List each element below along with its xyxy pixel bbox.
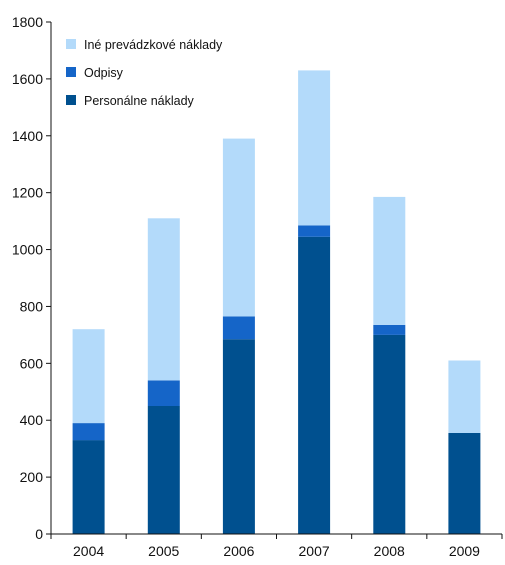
y-tick-label: 400 [20, 412, 44, 428]
bar-segment-2008-series-1 [373, 324, 406, 335]
y-tick-label: 1200 [12, 185, 43, 201]
y-tick-label: 1800 [12, 14, 43, 30]
legend-swatch [66, 95, 76, 105]
bar-segment-2006-series-1 [222, 316, 255, 340]
legend-label: Odpisy [84, 66, 124, 80]
bar-segment-2006-series-0 [222, 339, 255, 534]
x-tick-label: 2007 [299, 543, 330, 559]
x-tick-label: 2009 [449, 543, 480, 559]
bars-layer [72, 70, 481, 535]
bar-segment-2004-series-0 [72, 440, 105, 534]
y-tick-label: 1600 [12, 71, 43, 87]
bar-segment-2007-series-2 [298, 70, 331, 226]
bar-segment-2008-series-2 [373, 196, 406, 325]
axes-layer: 0 200 400 600 800 1000 1200 1400 1600 1800 2004 200… [12, 14, 503, 559]
bar-segment-2009-series-0 [448, 433, 481, 534]
y-tick-label: 1000 [12, 242, 43, 258]
y-tick-label: 600 [20, 355, 44, 371]
bar-segment-2005-series-1 [147, 380, 180, 406]
legend-label: Personálne náklady [84, 94, 195, 108]
x-tick-label: 2006 [223, 543, 254, 559]
legend-swatch [66, 39, 76, 49]
x-tick-label: 2005 [148, 543, 179, 559]
bar-segment-2005-series-2 [147, 218, 180, 381]
y-tick-label: 200 [20, 469, 44, 485]
bar-segment-2005-series-0 [147, 406, 180, 534]
y-tick-label: 800 [20, 298, 44, 314]
y-tick-label: 0 [35, 526, 43, 542]
bar-segment-2004-series-2 [72, 329, 105, 424]
legend-label: Iné prevádzkové náklady [84, 38, 223, 52]
x-tick-label: 2004 [73, 543, 104, 559]
bar-segment-2007-series-1 [298, 225, 331, 237]
bar-segment-2009-series-2 [448, 360, 481, 433]
legend-swatch [66, 67, 76, 77]
bar-segment-2007-series-0 [298, 236, 331, 535]
bar-segment-2008-series-0 [373, 334, 406, 534]
legend: Iné prevádzkové náklady Odpisy Personálne … [66, 38, 223, 108]
bar-segment-2004-series-1 [72, 423, 105, 441]
y-tick-label: 1400 [12, 128, 43, 144]
x-tick-label: 2008 [374, 543, 405, 559]
bar-segment-2006-series-2 [222, 138, 255, 317]
